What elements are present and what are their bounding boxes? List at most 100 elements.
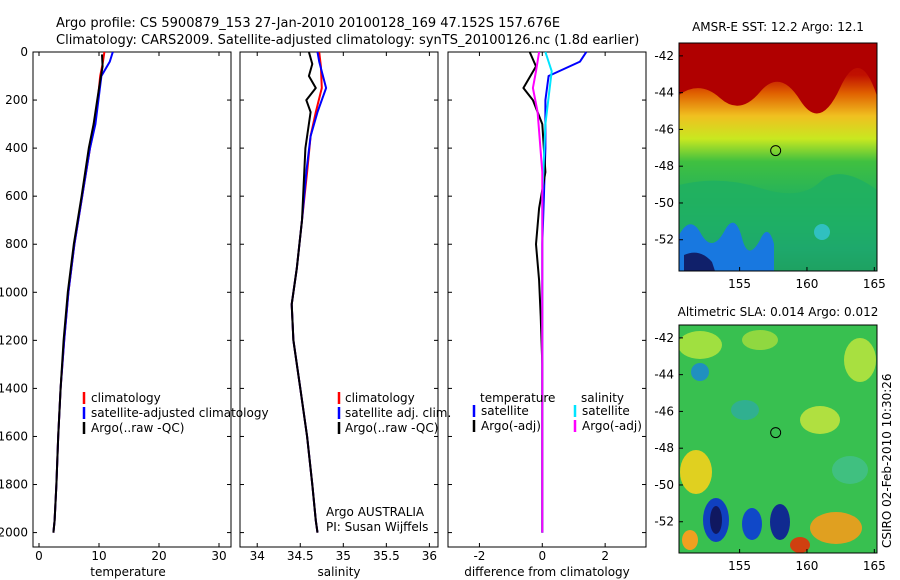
difference-panel-frame [447, 51, 647, 548]
x-tick-label: 0 [35, 549, 43, 563]
x-tick-label: 35 [336, 549, 351, 563]
series-line-satellite-adjusted-climatology [52, 51, 114, 533]
legend-title-temperature: temperature [480, 391, 555, 405]
x-tick-label: 34.5 [287, 549, 314, 563]
legend-label-sal-satellite: satellite [582, 404, 630, 418]
legend-label-temp-satellite: satellite [481, 404, 529, 418]
legend-label-satellite: satellite adj. clim. [345, 406, 451, 420]
sla-blob [810, 512, 862, 544]
x-tick-label: 34 [250, 549, 265, 563]
header-line-1: Argo profile: CS 5900879_153 27-Jan-2010… [56, 16, 560, 31]
pi-label: PI: Susan Wijffels [326, 520, 428, 534]
map-y-tick-label: -42 [654, 331, 674, 345]
series-line-temperature-satellite [541, 51, 588, 533]
sla-blob [680, 450, 712, 494]
map-y-tick-label: -46 [654, 122, 674, 136]
legend-title-salinity: salinity [581, 391, 624, 405]
map-y-tick-label: -52 [654, 233, 674, 247]
legend-label-argo: Argo(..raw -QC) [345, 421, 438, 435]
temperature-legend: climatology satellite-adjusted climatolo… [82, 391, 269, 435]
temperature-xlabel: temperature [90, 565, 165, 579]
sst-map-title: AMSR-E SST: 12.2 Argo: 12.1 [692, 20, 864, 34]
legend-label-argo: Argo(..raw -QC) [91, 421, 184, 435]
salinity-panel-frame [239, 51, 439, 548]
sla-blob [770, 504, 790, 540]
x-tick-label: 35.5 [373, 549, 400, 563]
axes-layer: 0 10 20 30020040060080010001200140016001800… [0, 45, 646, 563]
sla-blob [790, 537, 810, 553]
map-x-tick-label: 155 [728, 277, 751, 291]
y-tick-label: 1800 [0, 478, 28, 492]
sla-blob [679, 331, 722, 359]
sst-small-eddy [814, 224, 830, 240]
series-line-climatology [52, 51, 106, 533]
legend-label-sal-argo: Argo(-adj) [582, 419, 642, 433]
series-line-climatology [290, 51, 323, 533]
map-y-tick-label: -44 [654, 86, 674, 100]
sla-blob [691, 363, 709, 381]
legend-label-satellite: satellite-adjusted climatology [91, 406, 269, 420]
y-tick-label: 0 [20, 45, 28, 59]
x-tick-label: -2 [473, 549, 485, 563]
map-x-tick-label: 155 [728, 559, 751, 573]
x-tick-label: 20 [151, 549, 166, 563]
series-line-salinity-argo-adj [531, 51, 544, 533]
map-x-tick-label: 160 [796, 559, 819, 573]
sla-blob [682, 530, 698, 550]
sla-heatmap [679, 325, 877, 553]
header-line-2: Climatology: CARS2009. Satellite-adjuste… [56, 33, 639, 48]
x-tick-label: 10 [91, 549, 106, 563]
x-tick-label: 2 [601, 549, 609, 563]
map-y-tick-label: -50 [654, 196, 674, 210]
map-y-tick-label: -52 [654, 515, 674, 529]
sla-blob [800, 406, 840, 434]
x-tick-label: 30 [211, 549, 226, 563]
sst-map-frame [678, 42, 878, 272]
sst-warm-region [679, 43, 877, 114]
map-y-tick-label: -42 [654, 49, 674, 63]
map-x-tick-label: 165 [863, 559, 886, 573]
map-axes-layer: 155 160 165 -42 -44 -46 -48 -50 -52 155 160 165 -42 -… [654, 49, 885, 573]
sla-map-frame [678, 324, 878, 554]
series-line-salinity-satellite [541, 51, 553, 533]
legend-label-climatology: climatology [91, 391, 161, 405]
y-tick-label: 1400 [0, 381, 28, 395]
sla-blob [832, 456, 868, 484]
x-tick-label: 0 [538, 549, 546, 563]
legend-label-temp-argo: Argo(-adj) [481, 419, 541, 433]
sla-blob [844, 338, 876, 382]
map-x-tick-label: 165 [863, 277, 886, 291]
lines-layer [52, 51, 588, 533]
map-y-tick-label: -48 [654, 441, 674, 455]
argo-australia-label: Argo AUSTRALIA [326, 505, 425, 519]
x-tick-label: 36 [422, 549, 437, 563]
y-tick-label: 2000 [0, 526, 28, 540]
map-x-tick-label: 160 [796, 277, 819, 291]
difference-legend: temperature satellite Argo(-adj) salinit… [472, 391, 642, 433]
sla-map-title: Altimetric SLA: 0.014 Argo: 0.012 [678, 305, 879, 319]
salinity-legend: climatology satellite adj. clim. Argo(..… [337, 391, 451, 435]
series-line-argo-raw-qc [290, 51, 319, 533]
y-tick-label: 1000 [0, 285, 28, 299]
legend-label-climatology: climatology [345, 391, 415, 405]
sla-blob [710, 506, 722, 534]
map-y-tick-label: -46 [654, 404, 674, 418]
temperature-panel-frame [32, 51, 232, 548]
map-y-tick-label: -44 [654, 368, 674, 382]
y-tick-label: 1600 [0, 429, 28, 443]
salinity-xlabel: salinity [317, 565, 360, 579]
y-tick-label: 600 [5, 189, 28, 203]
argo-position-marker [770, 145, 782, 157]
y-tick-label: 200 [5, 93, 28, 107]
sla-blob [742, 508, 762, 540]
map-y-tick-label: -48 [654, 159, 674, 173]
y-tick-label: 1200 [0, 333, 28, 347]
footer-credit: CSIRO 02-Feb-2010 10:30:26 [880, 373, 894, 548]
difference-xlabel: difference from climatology [464, 565, 630, 579]
map-y-tick-label: -50 [654, 478, 674, 492]
sla-blob [742, 330, 778, 350]
y-tick-label: 400 [5, 141, 28, 155]
argo-position-marker [770, 427, 782, 439]
